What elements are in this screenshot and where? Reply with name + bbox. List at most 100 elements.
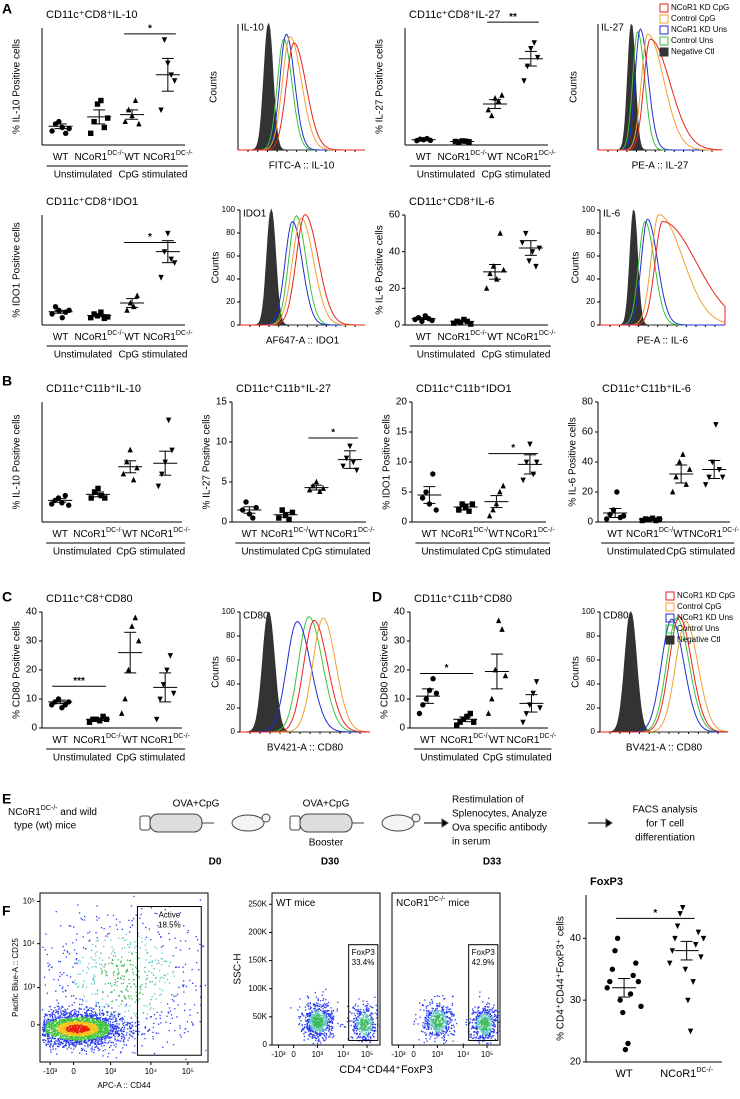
event-dot xyxy=(70,1040,72,1042)
event-dot xyxy=(184,963,187,966)
event-dot xyxy=(318,1026,321,1028)
event-dot xyxy=(129,1030,131,1032)
event-dot xyxy=(85,1022,87,1024)
event-dot xyxy=(90,1025,92,1028)
event-dot xyxy=(121,1033,123,1035)
event-dot xyxy=(316,1004,319,1007)
data-point xyxy=(451,320,457,326)
data-point xyxy=(495,617,502,624)
event-dot xyxy=(310,1033,312,1035)
event-dot xyxy=(92,1008,94,1010)
event-dot xyxy=(304,1024,306,1026)
gate xyxy=(136,906,202,1056)
event-dot xyxy=(71,981,74,983)
event-dot xyxy=(149,1002,151,1004)
event-dot xyxy=(70,1017,72,1019)
event-dot xyxy=(46,953,48,956)
event-dot xyxy=(103,928,105,930)
event-dot xyxy=(76,933,78,935)
event-dot xyxy=(369,1040,371,1042)
event-dot xyxy=(44,1030,47,1032)
event-dot xyxy=(42,1024,45,1026)
event-dot xyxy=(92,1018,94,1020)
event-dot xyxy=(307,1002,309,1005)
event-dot xyxy=(131,952,133,954)
event-dot xyxy=(52,1034,54,1036)
event-dot xyxy=(67,1027,70,1029)
event-dot xyxy=(61,1042,63,1044)
event-dot xyxy=(59,971,61,974)
event-dot xyxy=(141,937,143,939)
event-dot xyxy=(75,1036,77,1038)
step-text: Restimulation of xyxy=(452,795,524,806)
event-dot xyxy=(308,1018,310,1020)
event-dot xyxy=(71,1034,73,1036)
event-dot xyxy=(58,1021,60,1023)
event-dot xyxy=(92,1022,95,1025)
event-dot xyxy=(92,1021,94,1023)
event-dot xyxy=(140,985,142,988)
event-dot xyxy=(74,1021,76,1024)
event-dot xyxy=(309,1021,311,1024)
event-dot xyxy=(66,1020,68,1022)
event-dot xyxy=(320,1018,323,1020)
event-dot xyxy=(310,1007,312,1009)
group-label-text: WT xyxy=(673,529,689,540)
event-dot xyxy=(55,1018,57,1020)
event-dot xyxy=(78,1030,80,1032)
event-dot xyxy=(61,1028,63,1030)
event-dot xyxy=(318,1038,320,1040)
event-dot xyxy=(115,1018,117,1021)
event-dot xyxy=(138,970,140,972)
event-dot xyxy=(309,1012,311,1015)
group-label-sup: DC-/- xyxy=(106,527,123,534)
event-dot xyxy=(376,1013,378,1016)
event-dot xyxy=(328,1030,330,1032)
event-dot xyxy=(160,993,162,996)
event-dot xyxy=(68,1024,70,1026)
event-dot xyxy=(124,1011,126,1013)
event-dot xyxy=(131,953,133,955)
event-dot xyxy=(74,1044,76,1046)
event-dot xyxy=(158,933,161,935)
group-label: WT xyxy=(422,529,438,540)
event-dot xyxy=(57,1022,59,1024)
event-dot xyxy=(123,996,126,998)
group-label-text: WT xyxy=(416,332,432,343)
event-dot xyxy=(172,970,175,973)
event-dot xyxy=(138,1031,140,1033)
event-dot xyxy=(62,1013,64,1015)
group-label: NCoR1DC-/- xyxy=(626,527,676,540)
event-dot xyxy=(180,1036,182,1038)
event-dot xyxy=(358,1009,360,1011)
event-dot xyxy=(88,1015,90,1017)
event-dot xyxy=(118,1014,121,1016)
data-point xyxy=(132,614,138,621)
event-dot xyxy=(105,1023,107,1025)
event-dot xyxy=(321,1024,323,1026)
event-dot xyxy=(65,1029,67,1031)
event-dot xyxy=(168,1029,170,1032)
event-dot xyxy=(109,926,111,928)
event-dot xyxy=(336,1008,338,1010)
y-axis-label: % IL-27 Positive cells xyxy=(202,414,213,509)
group-label: WT xyxy=(52,529,68,540)
event-dot xyxy=(52,1017,54,1019)
data-point xyxy=(49,128,55,134)
event-dot xyxy=(128,946,130,948)
event-dot xyxy=(323,1003,326,1005)
event-dot xyxy=(103,945,105,948)
event-dot xyxy=(109,1023,111,1025)
event-dot xyxy=(60,1031,62,1034)
event-dot xyxy=(310,1024,312,1027)
event-dot xyxy=(318,1018,321,1020)
group-label: WT xyxy=(309,529,325,540)
event-dot xyxy=(98,1026,100,1028)
event-dot xyxy=(309,1032,311,1034)
event-dot xyxy=(104,1019,106,1021)
event-dot xyxy=(78,1041,80,1043)
event-dot xyxy=(71,1043,73,1045)
event-dot xyxy=(44,1029,46,1031)
event-dot xyxy=(80,1020,82,1022)
event-dot xyxy=(112,1026,115,1028)
